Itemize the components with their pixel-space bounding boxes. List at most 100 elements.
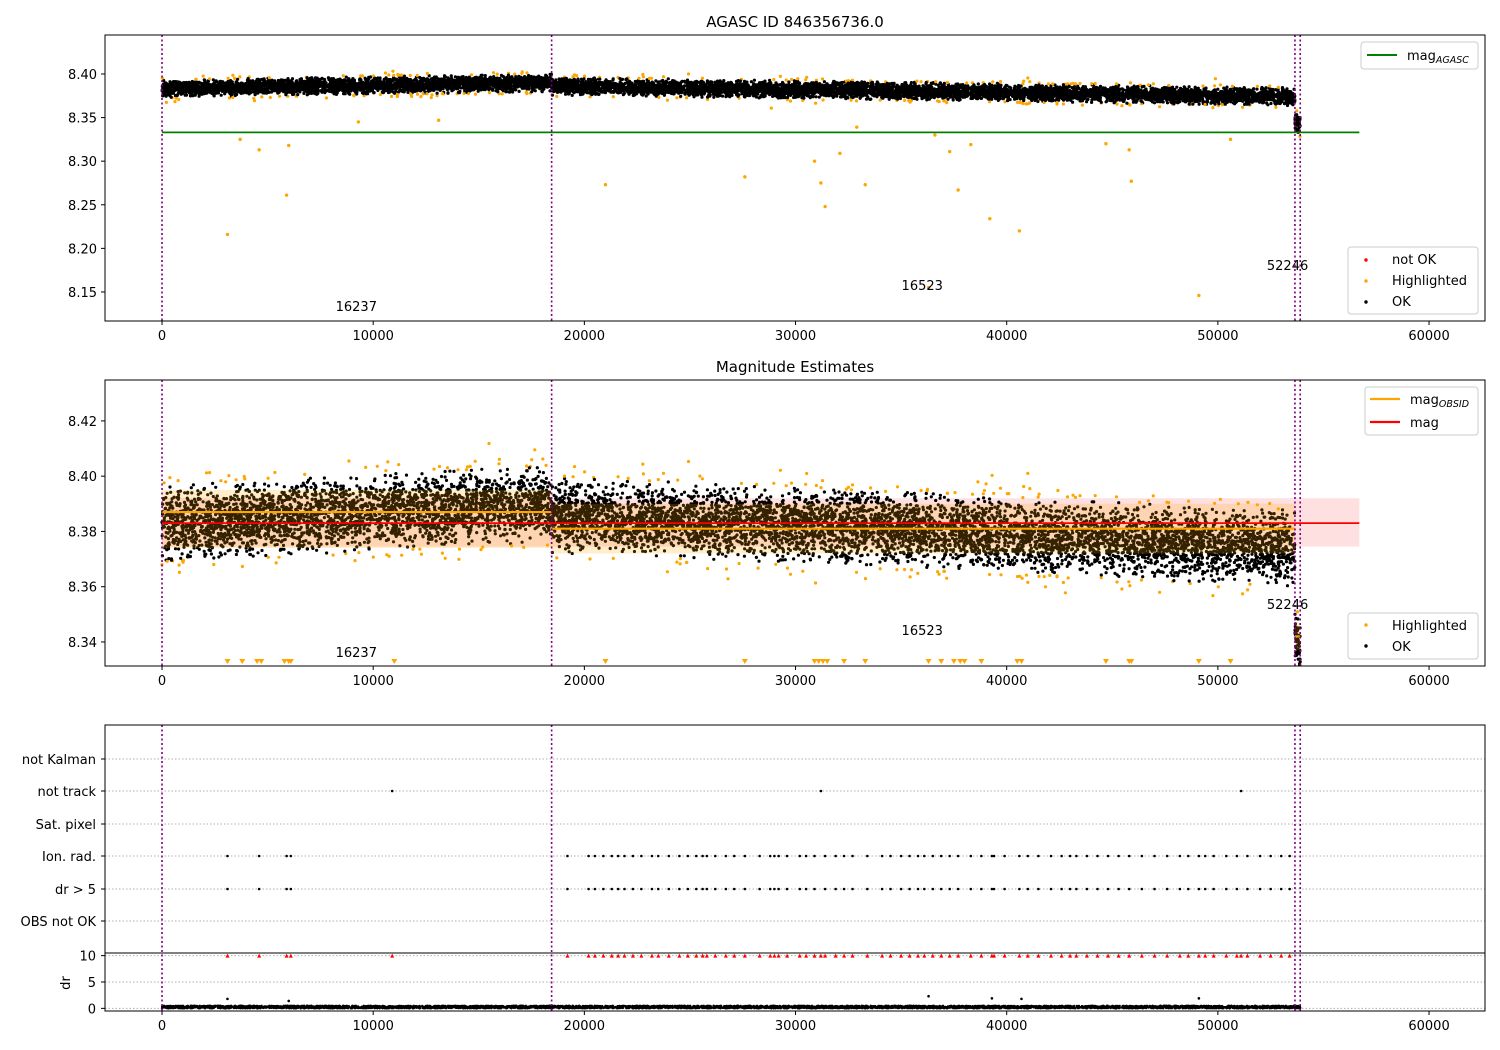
point-highlighted [1218, 83, 1222, 87]
point-ok [353, 81, 358, 85]
point-ok [792, 79, 797, 83]
point-ok [485, 77, 489, 82]
point-ok [235, 92, 239, 97]
point-ok [506, 90, 511, 94]
point-ok [514, 88, 518, 92]
point-ok [787, 80, 791, 84]
point-ok [1255, 87, 1259, 91]
point-ok [182, 88, 186, 92]
point-highlighted [1213, 84, 1217, 88]
point-ok [292, 83, 296, 87]
point-highlighted [878, 98, 882, 102]
point-ok [398, 87, 402, 92]
point-ok [191, 94, 195, 98]
point-highlighted [324, 96, 329, 100]
point-ok [272, 89, 276, 93]
point-ok [372, 91, 376, 95]
point-ok [340, 87, 344, 91]
point-highlighted [1211, 106, 1215, 110]
point-ok [246, 77, 250, 81]
point-highlighted [231, 95, 235, 100]
point-ok [294, 86, 298, 90]
point-ok [369, 81, 373, 85]
point-ok [223, 87, 227, 91]
point-ok [488, 83, 492, 87]
point-ok [330, 88, 335, 92]
point-ok [290, 77, 295, 81]
point-ok [163, 81, 168, 85]
point-ok [240, 84, 244, 88]
point-ok [248, 87, 252, 91]
point-ok [404, 83, 408, 87]
point-highlighted [415, 92, 420, 96]
point-ok [501, 89, 505, 93]
point-highlighted [789, 77, 794, 82]
point-ok [211, 90, 215, 94]
point-ok [416, 81, 420, 85]
point-ok [517, 89, 521, 93]
point-ok [176, 88, 180, 92]
point-ok [537, 74, 541, 78]
point-ok [434, 79, 438, 83]
point-ok [408, 77, 412, 82]
point-ok [446, 91, 450, 95]
point-highlighted [1026, 76, 1030, 80]
point-ok [357, 85, 361, 89]
point-ok [342, 78, 346, 82]
point-ok [213, 87, 217, 91]
point-ok [359, 78, 363, 82]
point-ok [402, 74, 406, 78]
point-ok [169, 95, 173, 99]
point-ok [188, 82, 192, 86]
point-ok [538, 86, 542, 90]
point-highlighted [378, 93, 383, 97]
point-ok [407, 81, 411, 85]
point-ok [216, 85, 220, 89]
point-ok [405, 76, 409, 80]
point-ok [378, 86, 382, 90]
point-ok [463, 89, 467, 93]
point-ok [482, 79, 486, 83]
point-ok [196, 88, 200, 92]
point-ok [445, 80, 449, 84]
point-ok [416, 88, 420, 92]
point-ok [312, 91, 316, 95]
point-ok [976, 82, 980, 86]
point-ok [394, 84, 398, 88]
point-ok [203, 89, 208, 93]
point-ok [541, 84, 545, 88]
point-ok [544, 74, 549, 78]
point-ok [183, 93, 187, 97]
point-ok [321, 83, 325, 87]
point-ok [384, 77, 388, 81]
point-highlighted [391, 69, 395, 73]
point-ok [327, 78, 331, 82]
point-highlighted [435, 94, 439, 98]
point-highlighted [611, 95, 615, 99]
point-ok [1120, 87, 1124, 91]
point-ok [527, 87, 531, 91]
point-ok [402, 89, 406, 93]
point-ok [255, 77, 259, 81]
point-ok [505, 83, 509, 87]
point-ok [339, 83, 343, 87]
point-ok [467, 75, 471, 79]
point-ok [532, 83, 537, 88]
point-ok [170, 91, 174, 95]
point-highlighted [207, 77, 211, 81]
point-ok [335, 84, 339, 88]
point-highlighted [387, 73, 391, 77]
point-ok [266, 88, 270, 92]
point-highlighted [260, 95, 264, 99]
point-highlighted [1078, 81, 1082, 86]
point-ok [343, 88, 347, 92]
point-ok [388, 81, 392, 85]
point-ok [220, 81, 224, 85]
point-highlighted [392, 73, 396, 77]
point-ok [263, 84, 267, 88]
point-highlighted [164, 100, 168, 104]
point-ok [546, 83, 551, 87]
point-ok [483, 88, 487, 92]
point-ok [234, 80, 238, 84]
point-ok [364, 78, 368, 82]
